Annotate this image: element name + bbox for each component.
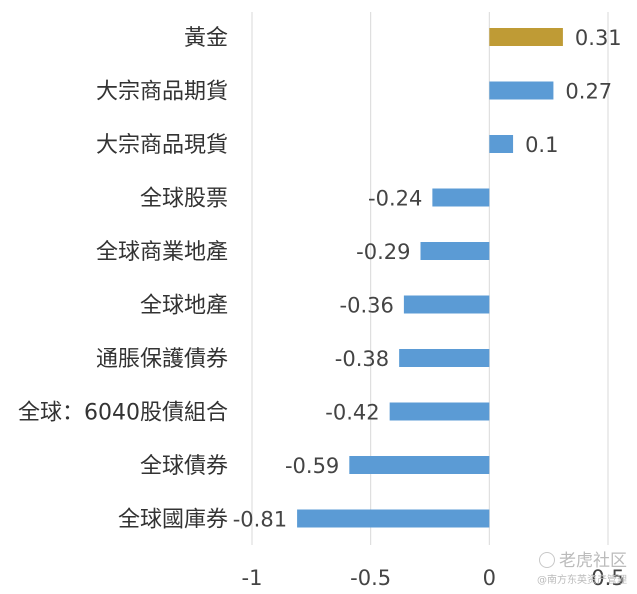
value-label: -0.81: [233, 508, 287, 532]
value-label: -0.29: [356, 240, 410, 264]
category-label: 大宗商品現貨: [96, 133, 228, 158]
watermark-main-text: 老虎社区: [559, 551, 627, 571]
value-label: 0.27: [565, 80, 612, 104]
bar: [420, 242, 490, 260]
bar: [432, 188, 490, 207]
category-label: 大宗商品期貨: [96, 80, 228, 105]
value-label: 0.1: [525, 133, 558, 157]
category-label: 通脹保護債券: [96, 347, 228, 372]
value-labels: 0.31 0.27 0.1 -0.24 -0.29 -0.36 -0.38 -0.42 -0.5…: [233, 26, 622, 532]
value-label: -0.38: [335, 347, 389, 371]
value-label: -0.24: [368, 187, 422, 211]
value-label: -0.36: [340, 294, 394, 318]
value-label: 0.31: [575, 26, 622, 50]
bar: [489, 135, 514, 153]
watermark-logo-icon: [539, 552, 555, 568]
category-label: 全球地產: [140, 294, 228, 319]
category-label: 全球商業地產: [96, 240, 228, 265]
watermark: 老虎社区 @南方东英资产管理: [537, 546, 627, 586]
value-label: -0.42: [325, 401, 379, 425]
watermark-main: 老虎社区: [537, 546, 627, 571]
bar: [399, 349, 490, 367]
bar: [489, 81, 554, 100]
category-label: 全球國庫券: [118, 508, 228, 533]
bar: [297, 509, 490, 528]
category-label: 黃金: [184, 26, 228, 51]
value-label: -0.59: [285, 454, 339, 478]
x-tick-label: 0: [483, 566, 496, 590]
x-axis-ticks: -1 -0.5 0 0.5: [242, 566, 625, 590]
bar: [489, 28, 563, 46]
category-label: 全球：6040股債組合: [18, 401, 228, 426]
x-tick-label: 0.5: [591, 566, 624, 590]
bars: [297, 28, 563, 528]
category-labels: 黃金大宗商品期貨大宗商品現貨全球股票全球商業地產全球地產通脹保護債券全球：604…: [18, 26, 228, 533]
bar: [389, 402, 490, 421]
bar: [403, 295, 490, 314]
x-tick-label: -1: [242, 566, 263, 590]
category-label: 全球股票: [140, 187, 228, 212]
x-tick-label: -0.5: [350, 566, 391, 590]
watermark-sub: @南方东英资产管理: [537, 575, 627, 586]
bar: [349, 456, 490, 474]
category-label: 全球債券: [140, 454, 228, 479]
